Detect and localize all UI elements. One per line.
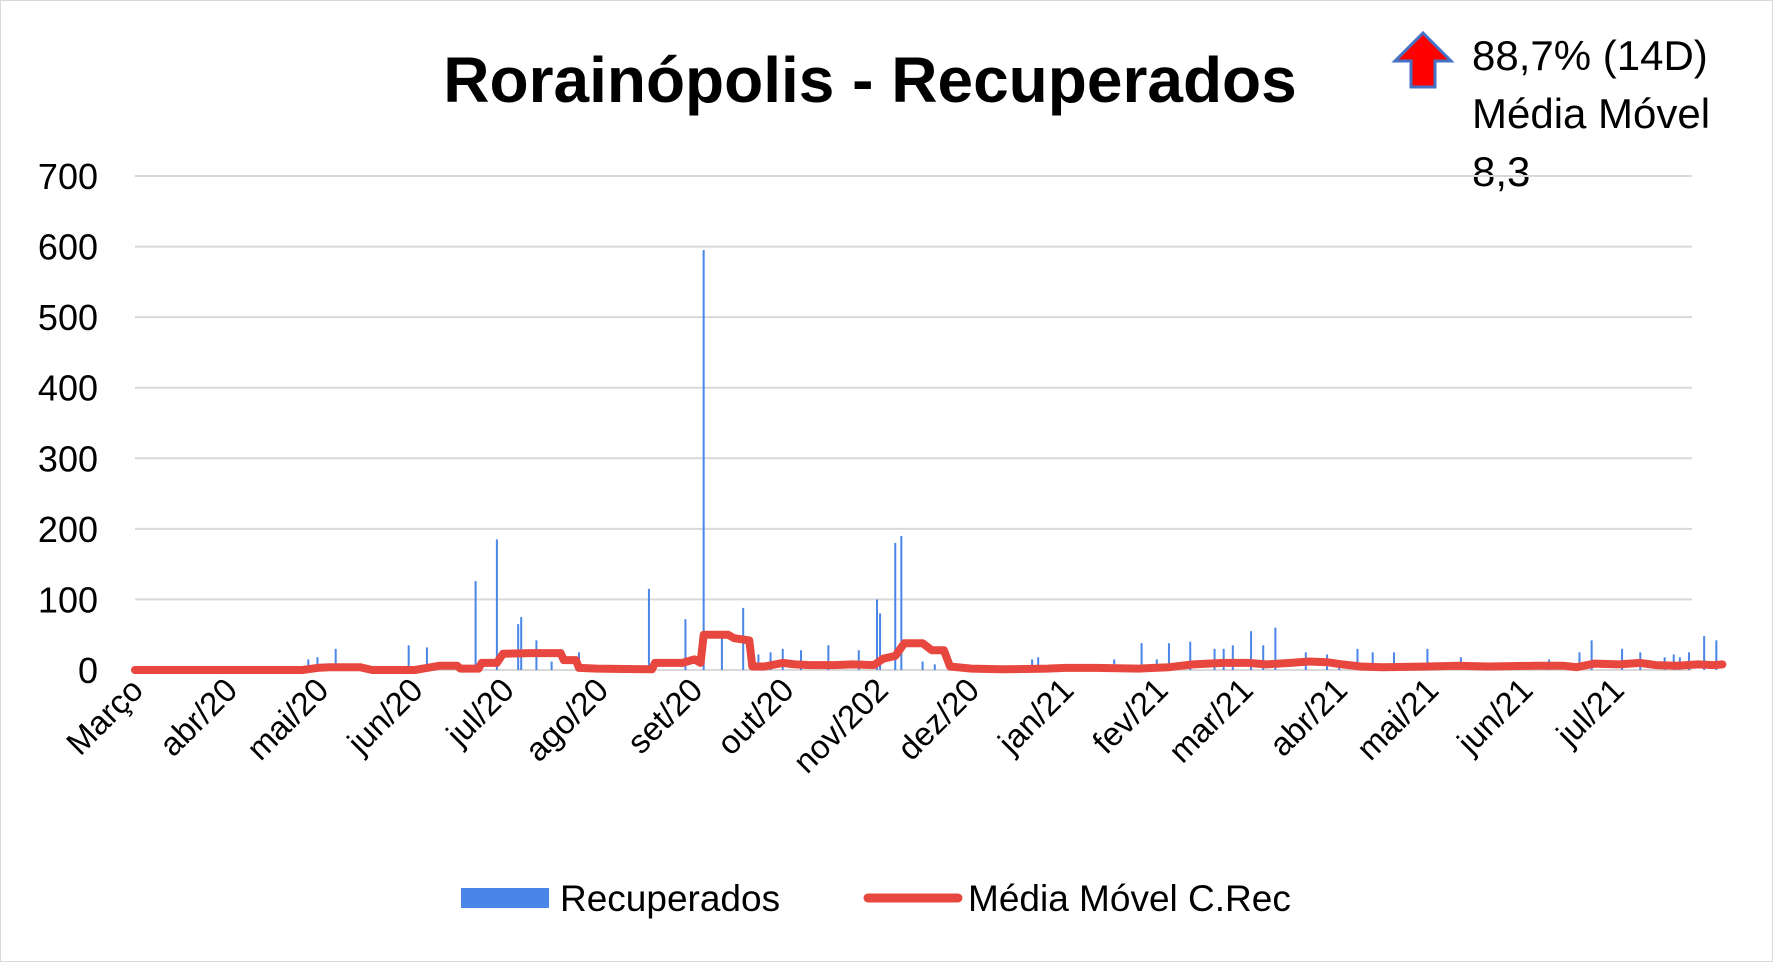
- y-tick-label: 600: [38, 227, 98, 268]
- bar-recuperados: [769, 652, 772, 670]
- bar-recuperados: [1250, 631, 1253, 670]
- y-axis-ticks: 0 100 200 300 400 500 600 700: [38, 156, 98, 691]
- legend-label-recuperados: Recuperados: [560, 878, 780, 919]
- bar-recuperados: [1167, 643, 1170, 670]
- bar-recuperados: [474, 581, 477, 670]
- x-tick-label: mai/21: [1349, 671, 1445, 767]
- bar-recuperados: [316, 657, 319, 670]
- y-tick-label: 700: [38, 156, 98, 197]
- x-tick-label: fev/21: [1085, 671, 1175, 761]
- x-tick-label: set/20: [620, 671, 710, 761]
- bar-recuperados: [517, 624, 520, 670]
- bar-recuperados: [495, 539, 498, 670]
- x-tick-label: jun/20: [339, 671, 429, 761]
- bar-recuperados: [827, 645, 830, 670]
- bar-recuperados: [876, 599, 879, 670]
- x-tick-label: mar/21: [1161, 671, 1260, 770]
- bar-recuperados: [1274, 627, 1277, 670]
- legend-swatch-recuperados: [461, 888, 549, 908]
- bar-recuperados: [900, 535, 903, 670]
- x-tick-label: nov/202: [786, 671, 895, 780]
- bar-recuperados: [520, 617, 523, 670]
- bar-recuperados: [757, 654, 760, 670]
- recuperados-series: [307, 250, 1718, 670]
- chart-title: Rorainópolis - Recuperados: [443, 44, 1296, 116]
- bar-recuperados: [1231, 645, 1234, 670]
- bar-recuperados: [933, 664, 936, 670]
- line-media-movel: [131, 630, 1727, 674]
- x-tick-label: jan/21: [990, 671, 1080, 761]
- bar-recuperados: [1392, 652, 1395, 670]
- bar-recuperados: [407, 645, 410, 670]
- bar-recuperados: [1578, 652, 1581, 670]
- x-tick-label: jun/21: [1449, 671, 1539, 761]
- x-tick-label: jul/20: [438, 671, 521, 754]
- bar-recuperados: [425, 647, 428, 670]
- bar-recuperados: [1590, 640, 1593, 670]
- legend: Recuperados Média Móvel C.Rec: [461, 878, 1291, 919]
- x-tick-label: out/20: [710, 671, 801, 762]
- bar-recuperados: [1426, 648, 1429, 670]
- gridlines: [135, 175, 1692, 671]
- bar-recuperados: [647, 588, 650, 670]
- annotation-line-1: 88,7% (14D): [1472, 32, 1708, 79]
- annotation-line-3: 8,3: [1472, 148, 1530, 195]
- bar-recuperados: [307, 659, 310, 670]
- bar-recuperados: [921, 661, 924, 670]
- bar-recuperados: [1356, 648, 1359, 670]
- bar-recuperados: [1262, 645, 1265, 670]
- bar-recuperados: [879, 613, 882, 670]
- media-movel-series: [131, 630, 1727, 674]
- y-tick-label: 100: [38, 579, 98, 620]
- bar-recuperados: [720, 636, 723, 670]
- bar-recuperados: [1031, 659, 1034, 670]
- bar-recuperados: [1703, 636, 1706, 670]
- trend-arrow-icon: [1391, 30, 1455, 89]
- bar-recuperados: [1621, 648, 1624, 670]
- bar-recuperados: [334, 648, 337, 670]
- x-tick-label: Março: [59, 671, 150, 762]
- annotation-line-2: Média Móvel: [1472, 90, 1710, 137]
- y-tick-label: 300: [38, 438, 98, 479]
- bar-recuperados: [1715, 640, 1718, 670]
- x-tick-label: dez/20: [890, 671, 986, 767]
- bar-recuperados: [857, 650, 860, 670]
- bar-recuperados: [702, 250, 705, 670]
- x-tick-label: abr/21: [1262, 671, 1354, 763]
- bar-recuperados: [1037, 657, 1040, 670]
- x-tick-label: abr/20: [152, 671, 244, 763]
- bar-recuperados: [1189, 641, 1192, 670]
- bar-recuperados: [1371, 652, 1374, 670]
- x-tick-label: jul/21: [1548, 671, 1631, 754]
- bar-recuperados: [1140, 643, 1143, 670]
- y-tick-label: 200: [38, 509, 98, 550]
- y-tick-label: 500: [38, 297, 98, 338]
- x-tick-label: mai/20: [239, 671, 335, 767]
- bar-recuperados: [684, 619, 687, 670]
- bar-recuperados: [799, 650, 802, 670]
- legend-label-media-movel: Média Móvel C.Rec: [968, 878, 1291, 919]
- bar-recuperados: [894, 542, 897, 670]
- y-tick-label: 400: [38, 368, 98, 409]
- y-tick-label: 0: [78, 650, 98, 691]
- bar-recuperados: [550, 661, 553, 670]
- x-tick-label: ago/20: [518, 671, 616, 769]
